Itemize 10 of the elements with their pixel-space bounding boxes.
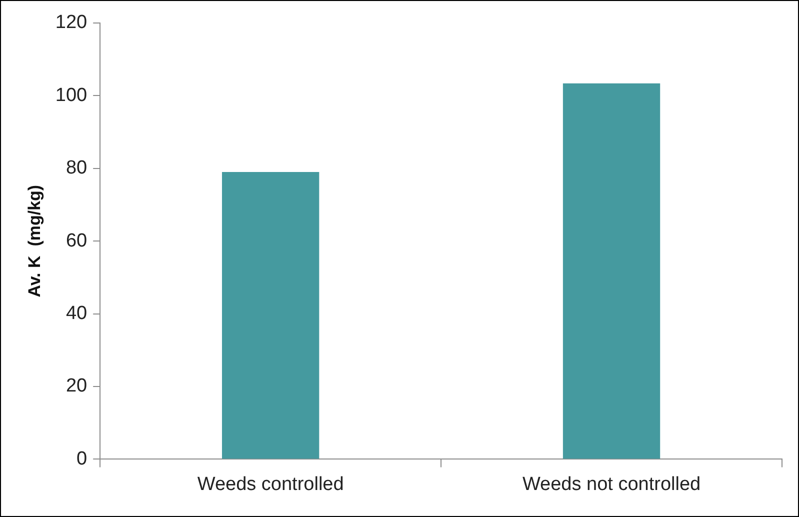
y-tick-label: 40 xyxy=(66,303,88,324)
x-tick-label: Weeds not controlled xyxy=(522,474,701,495)
y-tick-label: 0 xyxy=(76,448,88,470)
y-axis-title: Av. K (mg/kg) xyxy=(24,184,44,298)
y-tick-label: 120 xyxy=(55,12,88,34)
y-tick-label: 80 xyxy=(66,158,88,179)
x-tick-label: Weeds controlled xyxy=(197,474,344,495)
y-tick-label: 100 xyxy=(55,84,88,106)
y-tick-label: 60 xyxy=(66,230,88,252)
y-tick-label: 20 xyxy=(66,376,88,397)
